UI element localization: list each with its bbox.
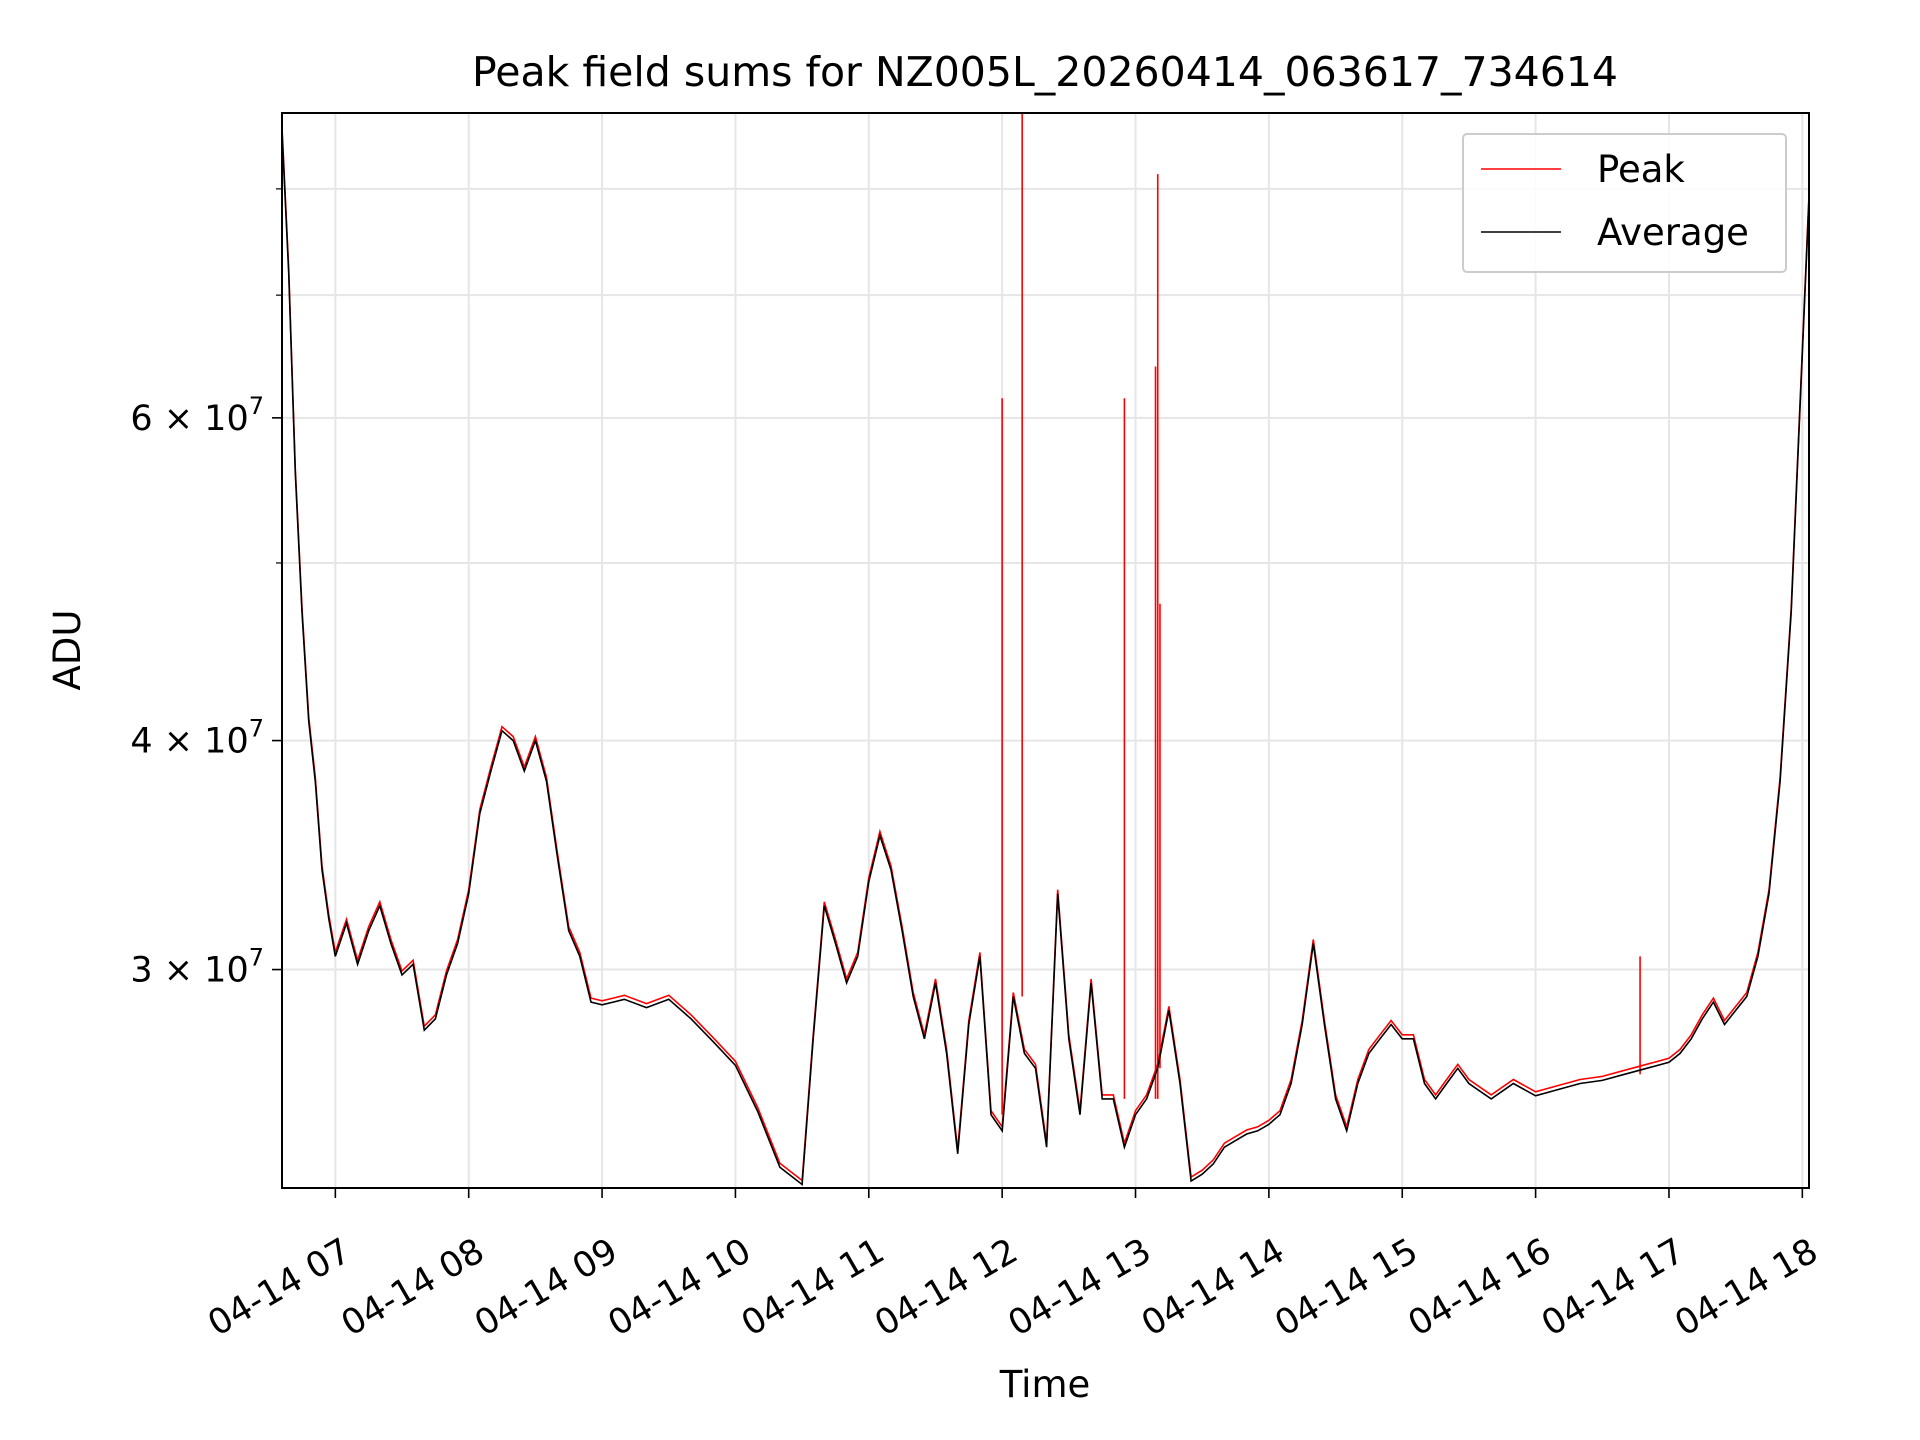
average-series-line — [281, 131, 1810, 1187]
chart-title: Peak field sums for NZ005L_20260414_0636… — [472, 48, 1618, 96]
x-axis-label: Time — [999, 1363, 1091, 1406]
legend-label-peak: Peak — [1597, 148, 1685, 191]
plot-frame — [281, 112, 1810, 1189]
legend-label-average: Average — [1597, 211, 1749, 254]
plot-series — [281, 113, 1810, 1187]
y-tick-label: 6 × 107 — [130, 392, 264, 439]
y-axis-label: ADU — [46, 610, 89, 691]
grid — [282, 113, 1809, 1188]
legend: Peak Average — [1462, 133, 1787, 273]
y-tick-label: 3 × 107 — [130, 944, 264, 991]
y-tick-label: 4 × 107 — [130, 715, 264, 762]
